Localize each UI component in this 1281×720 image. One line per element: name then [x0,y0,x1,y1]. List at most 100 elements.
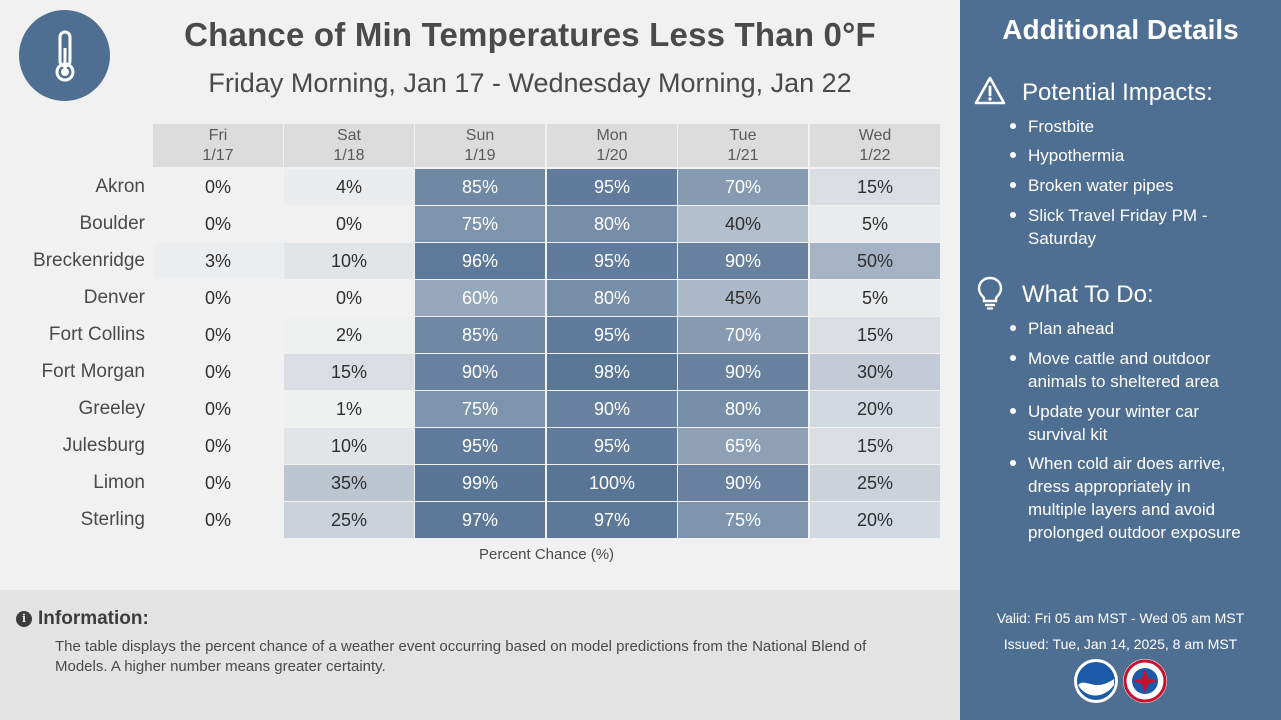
issued-time: Issued: Tue, Jan 14, 2025, 8 am MST [1003,636,1238,652]
page-subtitle: Friday Morning, Jan 17 - Wednesday Morni… [208,68,852,98]
table-cell: 80% [678,391,808,427]
table-cell: 75% [415,391,545,427]
table-cell: 75% [678,502,808,538]
table-cell: 25% [810,465,940,501]
column-day: Wed [858,127,892,144]
table-cell: 5% [810,280,940,316]
table-cell: 15% [284,354,414,390]
table-cell: 10% [284,428,414,464]
row-label: Fort Morgan [41,361,145,382]
todo-item: Update your winter car survival kit [1010,400,1253,446]
impact-item: Slick Travel Friday PM - Saturday [1010,204,1253,250]
row-label: Julesburg [62,435,145,456]
table-cell: 90% [678,354,808,390]
warning-icon [974,76,1006,111]
table-cell: 0% [284,206,414,242]
row-label: Akron [95,176,145,197]
table-cell: 1% [284,391,414,427]
table-cell: 0% [153,428,283,464]
table-cell: 95% [547,317,677,353]
column-date: 1/21 [727,147,759,164]
table-cell: 4% [284,169,414,205]
todo-item: When cold air does arrive, dress appropr… [1010,452,1253,544]
row-label: Breckenridge [33,250,145,271]
info-text: The table displays the percent chance of… [55,638,867,675]
valid-time: Valid: Fri 05 am MST - Wed 05 am MST [996,610,1245,626]
row-label: Limon [93,472,145,493]
table-cell: 90% [415,354,545,390]
column-day: Mon [596,127,628,144]
table-cell: 97% [547,502,677,538]
impact-item: Frostbite [1010,115,1253,138]
todo-item: Plan ahead [1010,317,1253,340]
row-label: Denver [83,287,145,308]
table-cell: 0% [153,169,283,205]
table-cell: 85% [415,169,545,205]
nws-logo [1123,659,1167,703]
table-cell: 15% [810,317,940,353]
table-cell: 95% [547,428,677,464]
row-label: Greeley [78,398,145,419]
table-cell: 96% [415,243,545,279]
table-cell: 0% [153,465,283,501]
table-cell: 95% [547,243,677,279]
main-panel: Chance of Min Temperatures Less Than 0°F… [19,10,940,563]
table-footer-label: Percent Chance (%) [478,546,615,563]
column-date: 1/22 [859,147,891,164]
table-cell: 95% [415,428,545,464]
table-cell: 45% [678,280,808,316]
table-cell: 75% [415,206,545,242]
table-cell: 95% [547,169,677,205]
thermometer-icon [19,10,110,101]
table-cell: 99% [415,465,545,501]
info-icon: i [16,611,32,627]
table-cell: 65% [678,428,808,464]
column-header: Tue 1/21 [678,124,808,167]
table-cell: 85% [415,317,545,353]
table-cell: 0% [284,280,414,316]
column-header: Sun 1/19 [415,124,545,167]
table-cell: 35% [284,465,414,501]
noaa-logo [1074,659,1118,703]
column-date: 1/20 [596,147,628,164]
column-day: Fri [208,127,228,144]
table-cell: 15% [810,428,940,464]
table-cell: 90% [678,465,808,501]
table-cell: 15% [810,169,940,205]
table-cell: 90% [678,243,808,279]
table-cell: 90% [547,391,677,427]
table-cell: 70% [678,317,808,353]
table-cell: 0% [153,502,283,538]
lightbulb-icon [976,276,1004,315]
todo-heading: What To Do: [1022,281,1154,308]
table-cell: 20% [810,502,940,538]
table-cell: 30% [810,354,940,390]
column-header: Mon 1/20 [547,124,677,167]
table-cell: 0% [153,206,283,242]
column-header: Sat 1/18 [284,124,414,167]
table-cell: 0% [153,391,283,427]
table-cell: 100% [547,465,677,501]
information-panel: i Information: The table displays the pe… [0,590,960,720]
sidebar-title: Additional Details [1002,14,1239,45]
table-cell: 20% [810,391,940,427]
page-title: Chance of Min Temperatures Less Than 0°F [184,16,876,53]
info-title: Information: [38,608,149,629]
table-cell: 2% [284,317,414,353]
impact-item: Hypothermia [1010,144,1253,167]
table-cell: 80% [547,206,677,242]
table-cell: 0% [153,317,283,353]
table-cell: 0% [153,280,283,316]
todo-item: Move cattle and outdoor animals to shelt… [1010,347,1253,393]
table-cell: 25% [284,502,414,538]
table-cell: 70% [678,169,808,205]
table-cell: 50% [810,243,940,279]
column-date: 1/17 [202,147,234,164]
row-label: Fort Collins [48,324,145,345]
sidebar: Additional Details Potential Impacts: Fr… [960,0,1281,720]
table-cell: 98% [547,354,677,390]
column-header: Wed 1/22 [810,124,940,167]
table-cell: 0% [153,354,283,390]
column-header: Fri 1/17 [153,124,283,167]
impacts-heading: Potential Impacts: [1022,79,1213,106]
